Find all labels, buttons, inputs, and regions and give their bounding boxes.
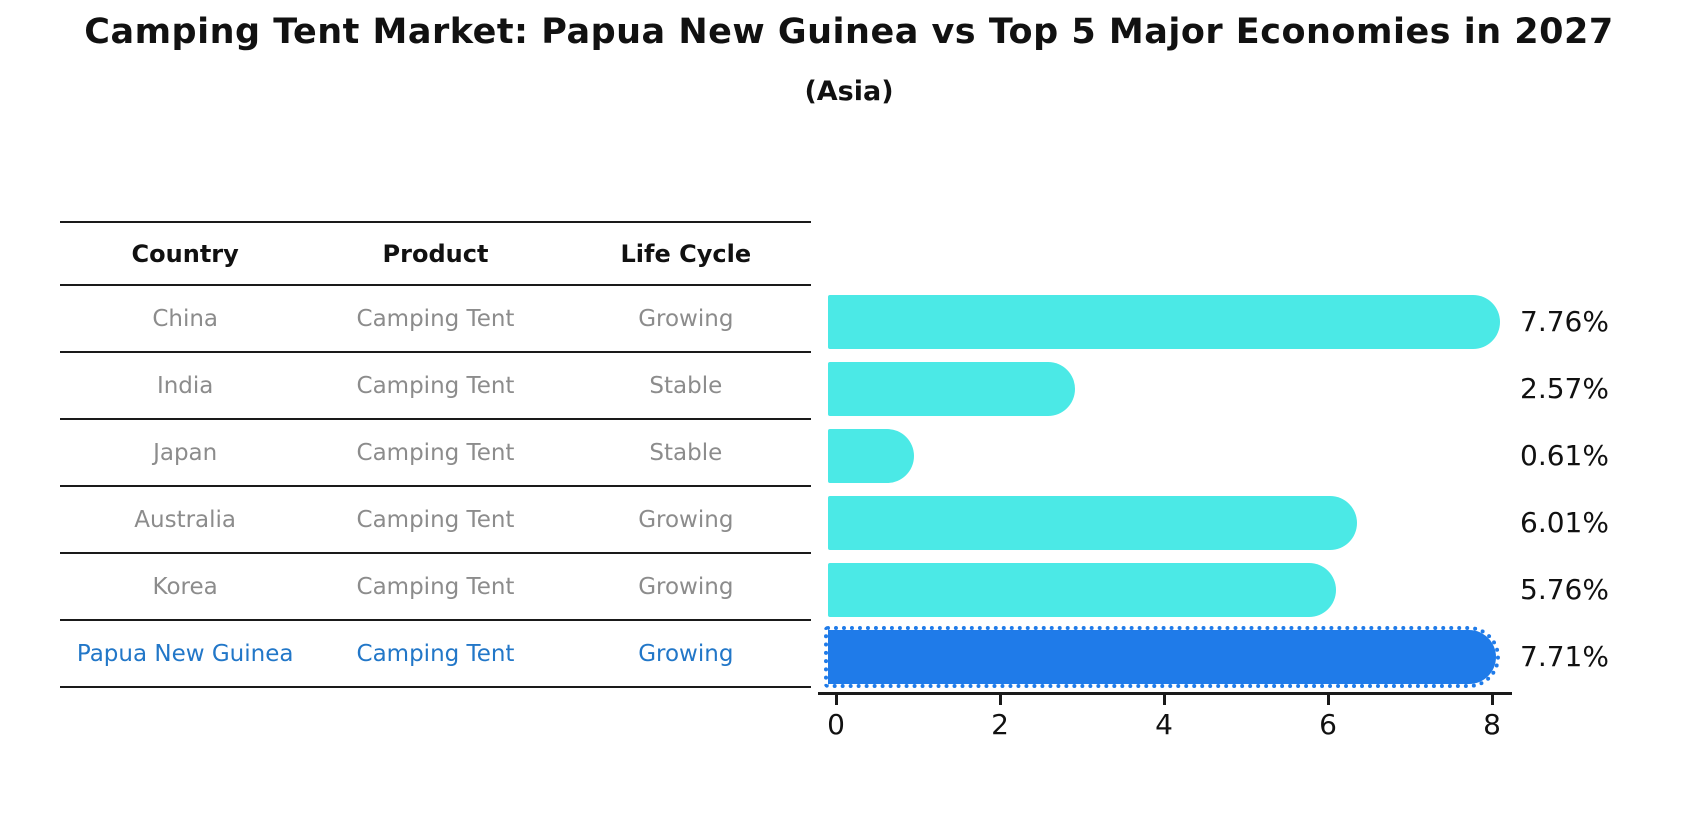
table-cell-country: Japan [153, 439, 218, 466]
x-tick-label: 6 [1319, 708, 1337, 741]
table-cell-life-cycle: Stable [649, 372, 723, 399]
table-row-india: India Camping Tent Stable [60, 353, 811, 420]
x-tick-mark [1162, 695, 1166, 705]
bar-value-label: 0.61% [1520, 438, 1609, 472]
table-cell-life-cycle: Growing [638, 506, 734, 533]
bar-japan [828, 428, 915, 483]
table-body: China Camping Tent Growing India Camping Ten… [60, 286, 811, 688]
bar-papua-new-guinea [824, 625, 1501, 688]
table-cell-country: Papua New Guinea [76, 640, 294, 667]
bar-australia [828, 495, 1357, 550]
x-tick-label: 8 [1483, 708, 1501, 741]
x-tick-label: 0 [827, 708, 845, 741]
table-cell-product: Camping Tent [356, 439, 515, 466]
table-cell-life-cycle: Growing [638, 640, 734, 667]
table-cell-product: Camping Tent [356, 372, 515, 399]
x-tick-label: 4 [1155, 708, 1173, 741]
x-tick-mark [1326, 695, 1330, 705]
bar-value-label: 5.76% [1520, 572, 1609, 606]
table-cell-product: Camping Tent [356, 506, 515, 533]
x-axis-line [818, 692, 1512, 695]
bar-india [828, 361, 1075, 416]
table-header-product: Product [382, 239, 489, 268]
table-row-korea: Korea Camping Tent Growing [60, 554, 811, 621]
table-cell-product: Camping Tent [356, 305, 515, 332]
x-tick-mark [834, 695, 838, 705]
bar-value-label: 7.71% [1520, 639, 1609, 673]
table-cell-country: Korea [152, 573, 218, 600]
bar-korea [828, 562, 1337, 617]
table-cell-life-cycle: Growing [638, 305, 734, 332]
chart-subtitle: (Asia) [804, 76, 894, 107]
table-row-japan: Japan Camping Tent Stable [60, 420, 811, 487]
table-cell-product: Camping Tent [356, 640, 515, 667]
x-tick-mark [998, 695, 1002, 705]
bar-value-label: 6.01% [1520, 505, 1609, 539]
table-row-australia: Australia Camping Tent Growing [60, 487, 811, 554]
bar-china [828, 294, 1501, 349]
table-cell-product: Camping Tent [356, 573, 515, 600]
table-row-papua-new-guinea: Papua New Guinea Camping Tent Growing [60, 621, 811, 688]
table-cell-country: China [152, 305, 219, 332]
table-header-row: Country Product Life Cycle [60, 221, 811, 286]
table-cell-life-cycle: Growing [638, 573, 734, 600]
table-cell-country: India [156, 372, 214, 399]
table-cell-life-cycle: Stable [649, 439, 723, 466]
x-tick-mark [1490, 695, 1494, 705]
bar-value-label: 7.76% [1520, 304, 1609, 338]
x-tick-label: 2 [991, 708, 1009, 741]
table-row-china: China Camping Tent Growing [60, 286, 811, 353]
table-header-life-cycle: Life Cycle [620, 239, 752, 268]
table-header-country: Country [131, 239, 239, 268]
chart-title: Camping Tent Market: Papua New Guinea vs… [84, 12, 1614, 52]
table-cell-country: Australia [134, 506, 237, 533]
bar-value-label: 2.57% [1520, 371, 1609, 405]
country-table: Country Product Life Cycle China Camping … [60, 221, 811, 688]
